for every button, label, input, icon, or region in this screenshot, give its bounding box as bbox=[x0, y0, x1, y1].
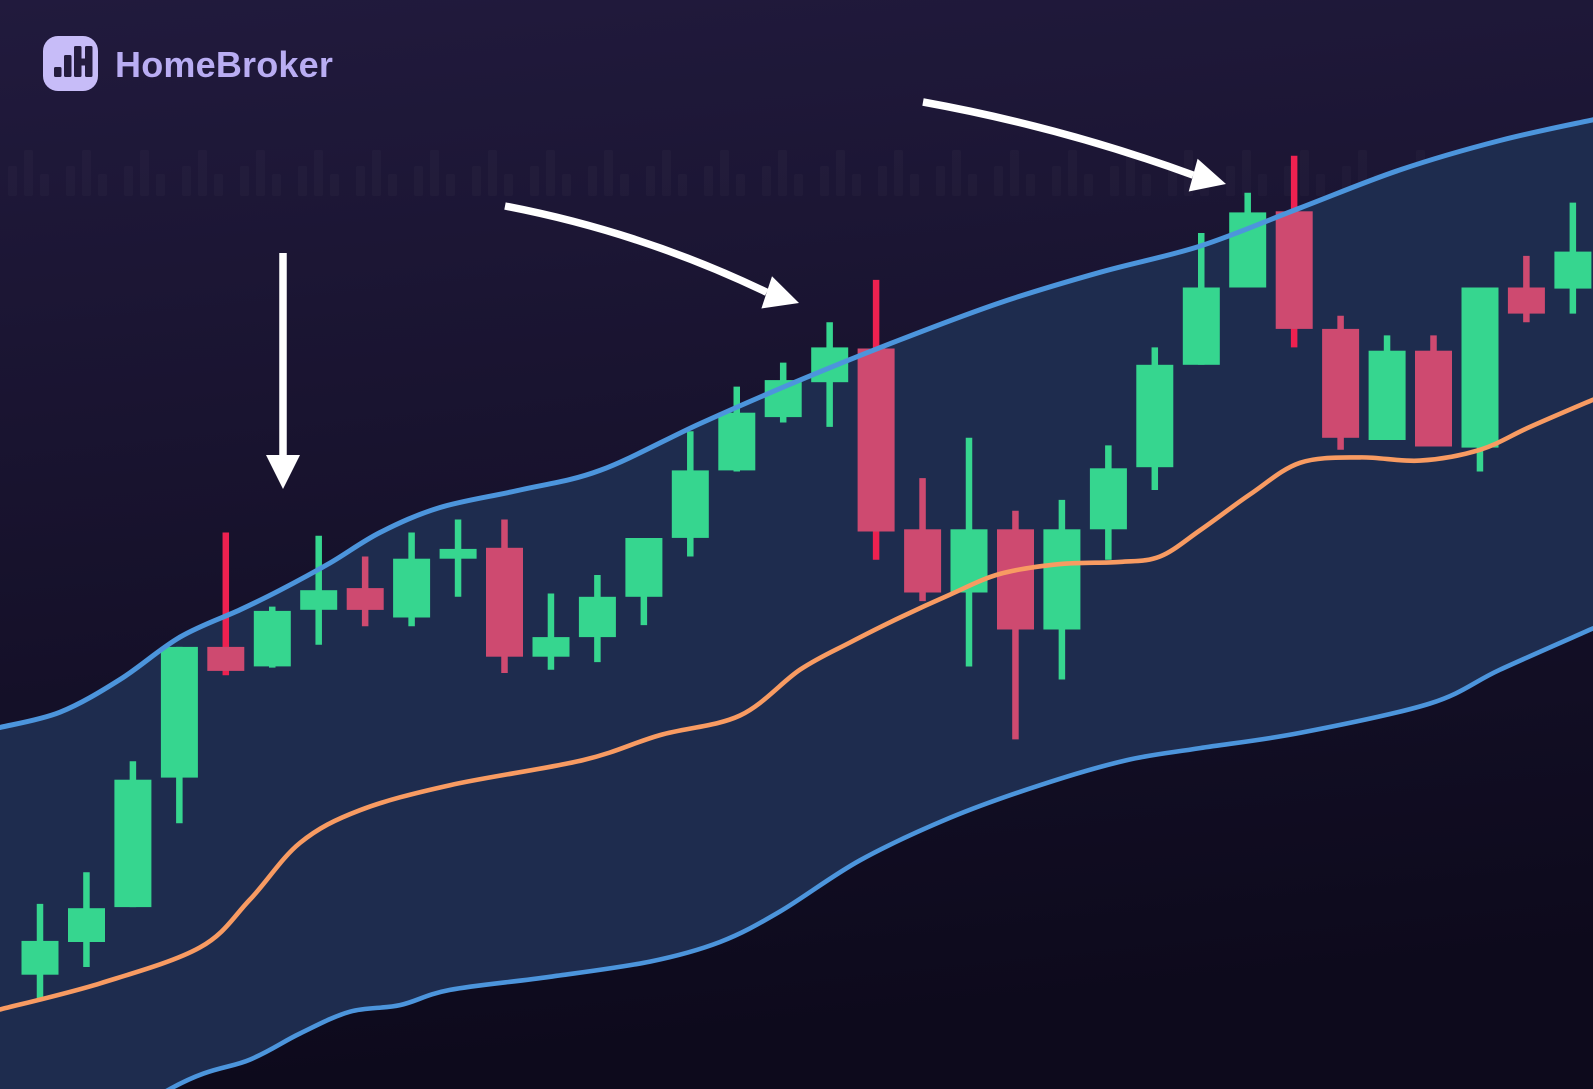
candle-body-bullish bbox=[1182, 287, 1220, 365]
candle-body-bullish bbox=[671, 470, 709, 538]
homebroker-logo-icon bbox=[43, 36, 98, 91]
candle-body-bullish bbox=[253, 610, 291, 667]
candle-body-bullish bbox=[1368, 350, 1406, 440]
brand-logo[interactable]: HomeBroker bbox=[43, 36, 333, 91]
candle bbox=[1322, 315, 1360, 450]
candle bbox=[253, 606, 291, 668]
candle-body-bearish bbox=[857, 348, 895, 532]
candle bbox=[393, 532, 431, 627]
candle bbox=[1415, 335, 1452, 447]
candle-body-bullish bbox=[393, 558, 431, 618]
candle-body-bearish bbox=[1275, 211, 1313, 329]
arrow-head bbox=[266, 455, 300, 489]
candle bbox=[300, 535, 338, 645]
candle-body-bullish bbox=[300, 590, 338, 610]
candle-body-bullish bbox=[950, 529, 988, 593]
candle bbox=[1368, 335, 1406, 440]
candle bbox=[1136, 347, 1174, 490]
brand-name: HomeBroker bbox=[115, 43, 334, 85]
candle-body-bearish bbox=[486, 547, 523, 657]
candle bbox=[1182, 233, 1220, 365]
candle-body-bearish bbox=[1507, 287, 1545, 314]
logo-bar-chart-h-glyph bbox=[54, 46, 93, 77]
candle bbox=[950, 437, 988, 667]
candle-body-bearish bbox=[1322, 328, 1360, 438]
candle bbox=[439, 519, 477, 597]
candle bbox=[1554, 202, 1592, 314]
candle-body-bullish bbox=[21, 940, 59, 975]
candle-body-bullish bbox=[718, 412, 756, 471]
candle bbox=[114, 761, 152, 908]
candle bbox=[671, 431, 709, 557]
candle-body-bullish bbox=[1461, 287, 1499, 448]
candle-body-bearish bbox=[904, 529, 942, 593]
arrow-shaft bbox=[504, 202, 769, 296]
candle bbox=[160, 646, 198, 824]
candle-body-bullish bbox=[578, 596, 616, 638]
candle bbox=[532, 593, 570, 670]
bollinger-lower-band-line bbox=[165, 626, 1593, 1089]
candle-body-bullish bbox=[1554, 251, 1592, 289]
candle bbox=[718, 386, 756, 472]
annotation-arrow bbox=[266, 252, 300, 489]
candle-body-bullish bbox=[68, 908, 105, 942]
candle bbox=[1461, 287, 1499, 472]
candle-body-bullish bbox=[1043, 529, 1081, 630]
candle bbox=[904, 478, 942, 602]
candle bbox=[1089, 445, 1127, 560]
arrow-head bbox=[761, 276, 799, 309]
candle bbox=[578, 575, 616, 663]
candle-body-bearish bbox=[997, 529, 1034, 630]
arrow-head bbox=[1188, 158, 1226, 192]
bollinger-middle-band-line bbox=[0, 397, 1593, 1012]
candle bbox=[486, 519, 523, 673]
candle-body-bearish bbox=[207, 646, 245, 671]
candle-body-bullish bbox=[1136, 364, 1174, 468]
annotation-arrow bbox=[922, 98, 1226, 192]
candle-body-bullish bbox=[1089, 468, 1127, 530]
candle-body-bullish bbox=[439, 548, 477, 559]
candle bbox=[346, 556, 384, 627]
candle bbox=[997, 510, 1034, 740]
candle-body-bearish bbox=[1415, 350, 1452, 447]
bollinger-upper-band-line bbox=[0, 117, 1593, 730]
candle-body-bullish bbox=[160, 646, 198, 778]
candle-body-bearish bbox=[346, 588, 384, 610]
candle-body-bullish bbox=[532, 637, 570, 657]
candle bbox=[1507, 255, 1545, 323]
candle-body-bullish bbox=[114, 779, 152, 908]
candle bbox=[1043, 499, 1081, 680]
candle bbox=[207, 532, 245, 676]
candle bbox=[68, 872, 105, 967]
candle-body-bullish bbox=[625, 538, 663, 597]
candle bbox=[21, 903, 59, 1000]
annotation-arrow bbox=[504, 202, 799, 309]
candle bbox=[857, 279, 895, 560]
arrow-shaft bbox=[922, 98, 1195, 179]
candle bbox=[625, 538, 663, 626]
candle bbox=[1275, 155, 1313, 348]
